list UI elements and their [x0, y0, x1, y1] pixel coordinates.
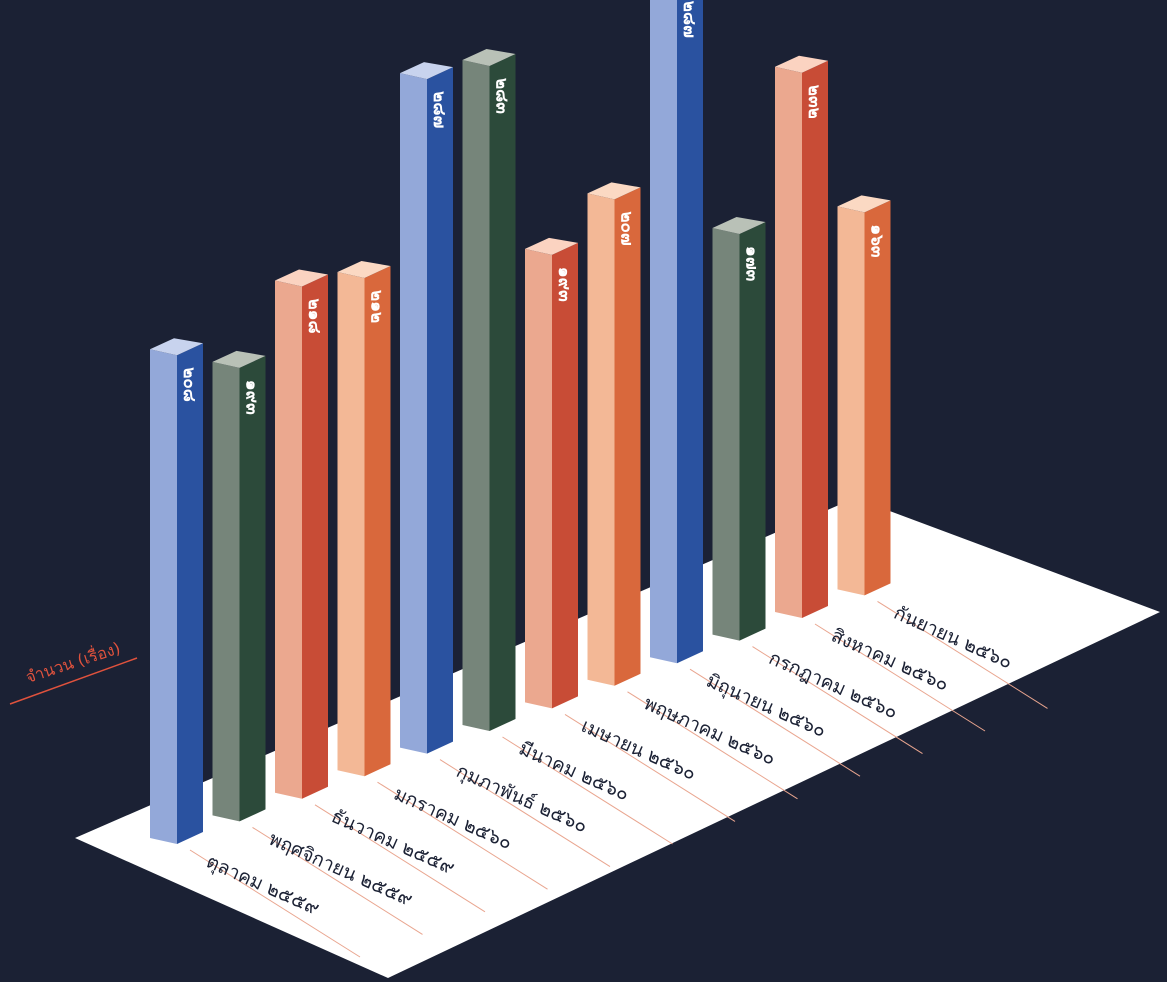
bar-top-face: [275, 269, 328, 287]
bar-side-face: [427, 67, 453, 754]
bar: ๒๑๒: [337, 261, 391, 777]
bar-side-face: [864, 200, 891, 596]
bar: ๑๗๓: [712, 217, 766, 641]
bar-top-face: [400, 62, 453, 80]
bar-front-face: [150, 349, 177, 844]
bar-top-face: [712, 217, 766, 235]
bar-side-face: [614, 187, 641, 686]
guide-lines: [189, 600, 1048, 958]
bar: ๑๙๓: [525, 237, 578, 709]
bar-top-face: [462, 48, 516, 66]
bar: ๒๑๘: [275, 269, 328, 799]
guide-line: [752, 646, 923, 755]
bar-side-face: [739, 222, 766, 641]
bar: ๑๙๓: [212, 350, 266, 822]
bar-side-face: [677, 0, 703, 664]
bar-front-face: [212, 361, 240, 822]
bar-top-face: [587, 182, 641, 200]
chart-floor: [75, 498, 1160, 978]
guide-line: [877, 600, 1048, 709]
bar-value-label: ๒๑๘: [304, 299, 324, 334]
bar: ๒๐๘: [150, 338, 203, 844]
bar-front-face: [525, 248, 552, 709]
bar-side-face: [552, 242, 578, 709]
bar-front-face: [400, 73, 427, 754]
bar-front-face: [275, 280, 302, 799]
bar-value-label: ๑๙๓: [242, 380, 262, 415]
guide-line: [627, 691, 798, 800]
bar-top-face: [337, 261, 391, 278]
bar-top-face: [150, 338, 203, 356]
bar: ๒๘๓: [462, 48, 516, 731]
bar-value-label: ๑๗๓: [742, 246, 762, 282]
bar-value-label: ๒๐๘: [179, 367, 199, 402]
bar-value-label: ๑๙๓: [554, 267, 574, 302]
bar-value-label: ๒๘๗: [429, 91, 449, 128]
bar: ๒๘๗: [400, 62, 453, 754]
bar-side-face: [364, 266, 391, 777]
bar: ๒๓๒: [775, 55, 828, 619]
bar-value-label: ๑๖๓: [867, 224, 887, 258]
bar-value-label: ๒๑๒: [367, 290, 387, 323]
guide-line: [314, 804, 486, 913]
bar-value-label: ๒๓๒: [804, 85, 824, 119]
bar-value-label: ๒๐๗: [617, 211, 637, 246]
bar: ๒๐๗: [587, 182, 641, 686]
bar: ๑๖๓: [837, 195, 891, 596]
guide-line: [502, 736, 673, 845]
bar-top-face: [212, 350, 266, 368]
y-axis-label: จำนวน (เรื่อง): [23, 636, 123, 686]
bar-side-face: [177, 343, 203, 844]
bar-front-face: [587, 193, 615, 686]
bar-front-face: [837, 206, 865, 596]
guide-line: [564, 713, 736, 822]
y-axis-label-underline: [9, 657, 138, 705]
guide-line: [252, 826, 423, 935]
bar-value-label: ๒๘๗: [679, 1, 699, 38]
bar-front-face: [775, 66, 802, 619]
bar: ๒๘๗: [650, 0, 703, 664]
bar-side-face: [239, 355, 266, 822]
bar-side-face: [302, 274, 328, 799]
guide-line: [814, 623, 986, 732]
bar-top-face: [837, 195, 891, 213]
bar-front-face: [462, 59, 490, 731]
guide-line: [439, 759, 611, 868]
guide-line: [689, 668, 861, 777]
bar-front-face: [712, 228, 740, 641]
bar-value-label: ๒๘๓: [492, 78, 512, 114]
bar-front-face: [337, 272, 365, 777]
bar-top-face: [775, 55, 828, 73]
bar-front-face: [650, 0, 677, 664]
bar-side-face: [489, 53, 516, 731]
bar-side-face: [802, 60, 828, 619]
bar-top-face: [525, 237, 578, 255]
guide-line: [189, 849, 361, 958]
guide-line: [377, 781, 548, 890]
